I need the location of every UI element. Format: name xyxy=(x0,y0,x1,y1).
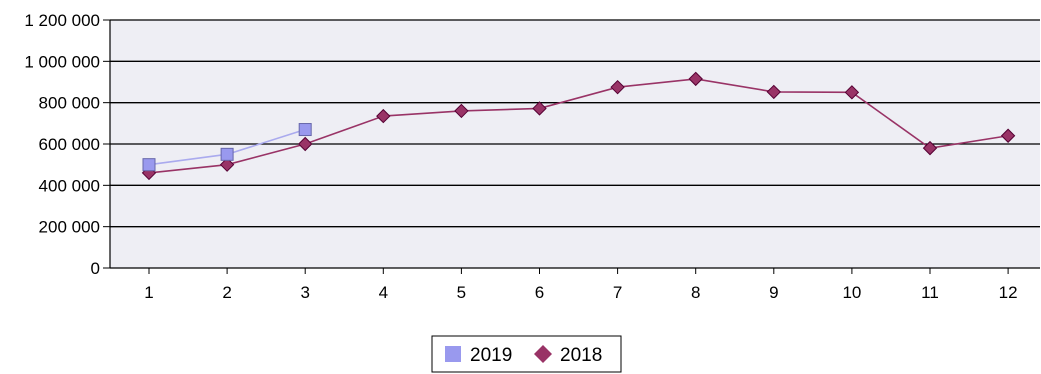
series-2019 xyxy=(142,123,312,172)
legend-item-2019: 2019 xyxy=(445,345,512,366)
y-tick-label: 400 000 xyxy=(39,176,100,195)
data-point-2018 xyxy=(454,103,469,119)
data-point-2018 xyxy=(844,85,860,100)
x-tick-label: 11 xyxy=(921,283,939,302)
data-point-2018 xyxy=(376,108,391,124)
x-tick-label: 5 xyxy=(457,283,466,302)
y-tick-label: 200 000 xyxy=(39,218,100,237)
legend-label-2018: 2018 xyxy=(560,345,602,366)
x-tick-label: 3 xyxy=(300,283,309,302)
legend-swatch-2018 xyxy=(534,345,552,363)
x-tick-label: 1 xyxy=(144,283,153,302)
series-layer xyxy=(141,71,1016,181)
x-tick-label: 4 xyxy=(379,283,388,302)
y-tick-label: 1 200 000 xyxy=(24,11,100,30)
x-tick-label: 2 xyxy=(222,283,231,302)
data-point-2018 xyxy=(532,101,547,116)
x-tick-label: 6 xyxy=(535,283,544,302)
data-point-2019 xyxy=(142,158,156,172)
data-point-2018 xyxy=(1000,128,1016,143)
x-tick-label: 9 xyxy=(769,283,778,302)
data-point-2018 xyxy=(766,84,782,100)
y-tick-label: 1 000 000 xyxy=(24,52,100,71)
legend-item-2018: 2018 xyxy=(534,345,602,366)
axes: 0 200 000 400 000 600 000 800 000 1 000 000 1 … xyxy=(24,11,1040,302)
x-tick-label: 10 xyxy=(842,283,861,302)
y-tick-label: 0 xyxy=(91,259,100,278)
data-point-2019 xyxy=(220,147,234,161)
legend-label-2019: 2019 xyxy=(470,345,512,366)
data-point-2018 xyxy=(922,140,938,156)
x-tick-label: 12 xyxy=(999,283,1018,302)
x-tick-label: 7 xyxy=(613,283,622,302)
legend-box xyxy=(431,335,622,373)
data-point-2019 xyxy=(298,123,312,137)
data-point-2018 xyxy=(219,157,235,172)
legend: 2019 2018 xyxy=(431,335,622,373)
data-point-2018 xyxy=(688,71,703,87)
series-2018 xyxy=(141,71,1016,181)
data-point-2018 xyxy=(610,79,625,95)
data-point-2018 xyxy=(297,136,313,152)
legend-swatch-2019 xyxy=(445,346,461,362)
gridlines xyxy=(110,19,1040,228)
x-tick-label: 8 xyxy=(691,283,700,302)
y-tick-label: 800 000 xyxy=(39,94,100,113)
y-tick-label: 600 000 xyxy=(39,135,100,154)
series-line-2018 xyxy=(148,78,1009,174)
